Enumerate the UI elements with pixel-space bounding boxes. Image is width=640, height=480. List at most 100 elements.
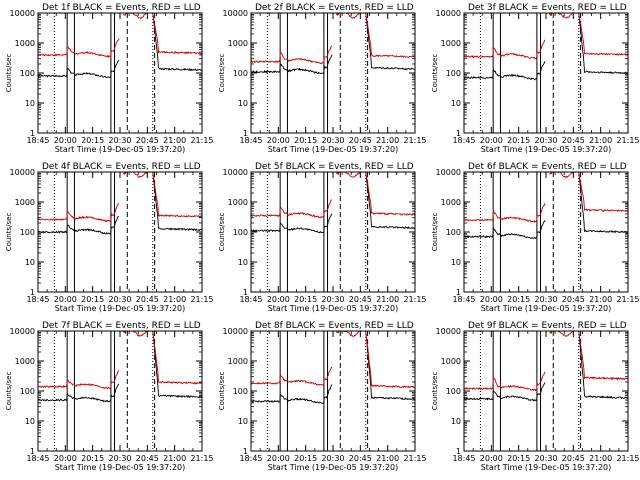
x-tick-label: 20:00 — [267, 136, 290, 145]
x-tick-label: 20:00 — [480, 454, 503, 463]
x-tick-label: 20:45 — [136, 295, 159, 304]
x-tick-label: 20:00 — [267, 295, 290, 304]
x-tick-label: 21:00 — [376, 136, 399, 145]
plot-frame — [463, 330, 629, 452]
detector-panel: Det 9f BLACK = Events, RED = LLD 1 10 100 10… — [431, 321, 640, 472]
y-tick-label: 10000 — [223, 327, 248, 336]
y-tick-label: 1 — [243, 129, 248, 138]
panel-title: Det 3f BLACK = Events, RED = LLD — [468, 3, 627, 13]
x-tick-label: 21:00 — [589, 136, 612, 145]
panel-title: Det 1f BLACK = Events, RED = LLD — [42, 3, 201, 13]
x-axis-label: Start Time (19-Dec-05 19:37:20) — [55, 304, 186, 313]
y-tick-label: 1 — [456, 129, 461, 138]
panel-title: Det 7f BLACK = Events, RED = LLD — [42, 321, 201, 331]
y-axis-label: Counts/sec — [218, 213, 226, 252]
series-line-events — [38, 172, 202, 235]
y-tick-label: 10000 — [436, 327, 461, 336]
panel-title: Det 6f BLACK = Events, RED = LLD — [468, 162, 627, 172]
y-tick-label: 10 — [451, 258, 461, 267]
x-tick-label: 20:00 — [54, 136, 77, 145]
y-axis-label: Counts/sec — [218, 372, 226, 411]
x-tick-label: 20:45 — [349, 454, 372, 463]
panel-title: Det 2f BLACK = Events, RED = LLD — [255, 3, 414, 13]
x-tick-label: 18:45 — [26, 454, 49, 463]
series-line-events — [464, 13, 628, 81]
series-line-events — [38, 13, 202, 79]
y-tick-label: 1000 — [228, 198, 248, 207]
series-line-lld — [464, 13, 628, 60]
x-tick-label: 20:45 — [562, 295, 585, 304]
x-tick-label: 21:15 — [190, 295, 213, 304]
y-tick-label: 10 — [238, 99, 248, 108]
plot-frame — [37, 330, 203, 452]
y-tick-label: 100 — [446, 69, 461, 78]
panel-title: Det 5f BLACK = Events, RED = LLD — [255, 162, 414, 172]
x-tick-label: 20:30 — [534, 295, 557, 304]
x-tick-label: 20:15 — [81, 295, 104, 304]
x-tick-label: 20:30 — [534, 136, 557, 145]
x-axis-label: Start Time (19-Dec-05 19:37:20) — [268, 463, 399, 472]
series-line-events — [38, 331, 202, 403]
plot-frame — [250, 171, 416, 293]
y-tick-label: 10 — [451, 417, 461, 426]
y-tick-label: 1000 — [15, 198, 35, 207]
x-tick-label: 20:15 — [81, 136, 104, 145]
y-axis-label: Counts/sec — [431, 54, 439, 93]
panel-title: Det 4f BLACK = Events, RED = LLD — [42, 162, 201, 172]
x-tick-label: 20:00 — [480, 136, 503, 145]
y-tick-label: 10000 — [223, 9, 248, 18]
y-axis-label: Counts/sec — [5, 54, 13, 93]
y-tick-label: 1 — [30, 129, 35, 138]
series-line-events — [464, 172, 628, 239]
y-tick-label: 10000 — [223, 168, 248, 177]
plot-frame — [463, 171, 629, 293]
x-tick-label: 20:30 — [321, 136, 344, 145]
y-tick-label: 10000 — [10, 168, 35, 177]
y-axis-label: Counts/sec — [431, 213, 439, 252]
y-tick-label: 10 — [25, 99, 35, 108]
y-axis-label: Counts/sec — [5, 372, 13, 411]
x-tick-label: 20:15 — [294, 295, 317, 304]
x-tick-label: 20:15 — [81, 454, 104, 463]
y-tick-label: 10 — [25, 417, 35, 426]
detector-panel: Det 8f BLACK = Events, RED = LLD 1 10 100 10… — [218, 321, 427, 472]
panel-title: Det 8f BLACK = Events, RED = LLD — [255, 321, 414, 331]
y-tick-label: 100 — [20, 69, 35, 78]
x-tick-label: 18:45 — [26, 136, 49, 145]
y-tick-label: 1 — [456, 288, 461, 297]
x-axis-label: Start Time (19-Dec-05 19:37:20) — [481, 304, 612, 313]
x-tick-label: 21:15 — [616, 454, 639, 463]
y-tick-label: 1000 — [15, 357, 35, 366]
panel-title: Det 9f BLACK = Events, RED = LLD — [468, 321, 627, 331]
y-axis-label: Counts/sec — [431, 372, 439, 411]
x-tick-label: 20:15 — [507, 454, 530, 463]
series-line-events — [251, 172, 415, 234]
y-tick-label: 10 — [238, 258, 248, 267]
y-tick-label: 100 — [446, 387, 461, 396]
y-tick-label: 10 — [238, 417, 248, 426]
y-tick-label: 100 — [446, 228, 461, 237]
series-line-lld — [251, 13, 415, 65]
y-tick-label: 1 — [456, 447, 461, 456]
y-tick-label: 10 — [25, 258, 35, 267]
x-tick-label: 20:30 — [108, 295, 131, 304]
x-tick-label: 20:45 — [349, 295, 372, 304]
y-tick-label: 1 — [243, 288, 248, 297]
series-line-lld — [38, 172, 202, 222]
x-tick-label: 20:00 — [267, 454, 290, 463]
x-tick-label: 20:45 — [349, 136, 372, 145]
x-tick-label: 20:00 — [54, 454, 77, 463]
x-tick-label: 21:15 — [403, 136, 426, 145]
x-tick-label: 20:15 — [294, 136, 317, 145]
detector-panel: Det 6f BLACK = Events, RED = LLD 1 10 100 10… — [431, 162, 640, 313]
x-tick-label: 20:45 — [136, 454, 159, 463]
x-tick-label: 21:00 — [589, 454, 612, 463]
series-line-lld — [251, 331, 415, 389]
y-tick-label: 10000 — [436, 9, 461, 18]
detector-panel: Det 4f BLACK = Events, RED = LLD 1 10 100 10… — [5, 162, 214, 313]
x-tick-label: 20:30 — [108, 454, 131, 463]
x-tick-label: 18:45 — [239, 454, 262, 463]
x-tick-label: 18:45 — [239, 295, 262, 304]
x-axis-label: Start Time (19-Dec-05 19:37:20) — [481, 145, 612, 154]
x-tick-label: 21:00 — [163, 295, 186, 304]
